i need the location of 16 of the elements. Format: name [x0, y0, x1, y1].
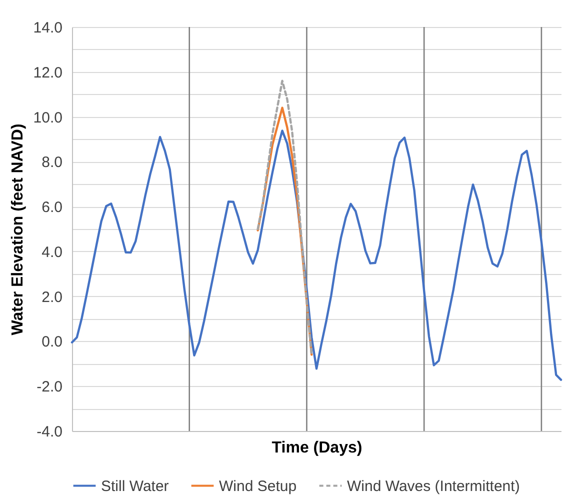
- y-tick-label: 4.0: [42, 244, 62, 261]
- legend-label: Still Water: [101, 478, 169, 495]
- x-axis-title: Time (Days): [272, 440, 362, 456]
- y-tick-label: 10.0: [33, 109, 62, 126]
- y-tick-label: 12.0: [33, 64, 62, 82]
- y-tick-label: 2.0: [42, 288, 62, 306]
- line-series: [70, 130, 562, 381]
- y-tick-label: 14.0: [33, 20, 62, 36]
- legend-label: Wind Setup: [219, 478, 297, 495]
- y-tick-label: 6.0: [42, 199, 62, 216]
- y-axis-title: Water Elevation (feet NAVD): [9, 124, 26, 336]
- y-tick-label: -2.0: [36, 378, 62, 396]
- y-tick-label: -4.0: [36, 424, 62, 440]
- y-tick-label: 8.0: [42, 154, 62, 172]
- legend-label: Wind Waves (Intermittent): [347, 478, 520, 495]
- y-tick-label: 0.0: [42, 334, 62, 351]
